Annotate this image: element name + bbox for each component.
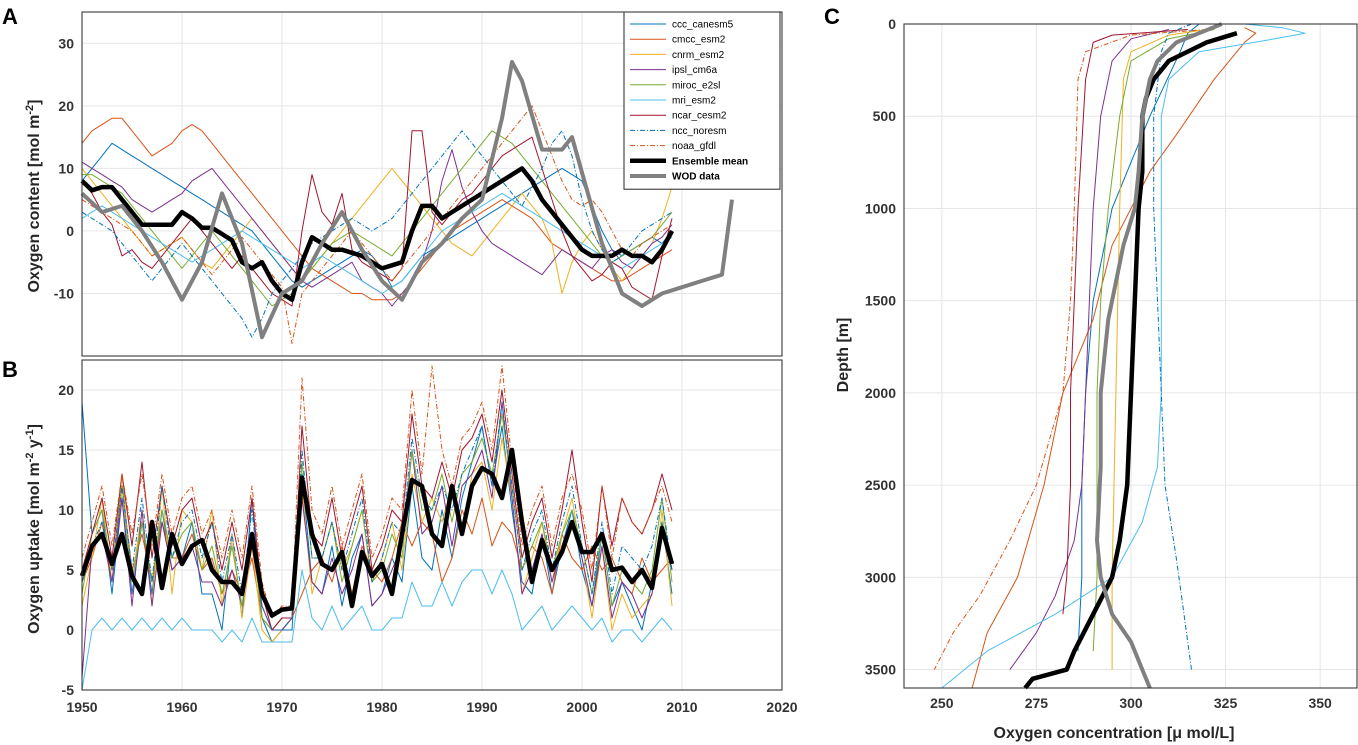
series-ipsl-cm6a-c <box>1009 29 1169 670</box>
legend-entry-wod-data: WOD data <box>672 172 720 183</box>
ylabel-a: Oxygen content [mol m-2] <box>24 100 43 293</box>
x-tick-label: 1960 <box>166 699 197 715</box>
axes-frame-a <box>81 11 783 357</box>
axes-frame-b <box>81 359 783 691</box>
y-tick-label: 0 <box>66 622 74 638</box>
ylabel-b: Oxygen uptake [mol m-2 y-1] <box>24 424 43 634</box>
y-tick-label: 15 <box>58 442 74 458</box>
panel-b: 1950 1960 1970 1980 1990 2000 2010 2020 -5 0 5 10 15… <box>58 359 798 715</box>
legend-entry-ipsl-cm6a: ipsl_cm6a <box>672 65 717 76</box>
series-ncc-noresm-b <box>81 401 673 631</box>
series-ncar-cesm2-b <box>81 389 673 631</box>
series-cnrm-esm2-c <box>1111 29 1207 670</box>
y-tick-label: 20 <box>58 382 74 398</box>
y-tick-label: -10 <box>54 285 74 301</box>
legend-entry-ncc-noresm: ncc_noresm <box>672 126 726 137</box>
series-ncc-noresm-a <box>81 130 673 338</box>
x-tick-label: 1970 <box>266 699 297 715</box>
legend-entry-cnrm-esm2: cnrm_esm2 <box>672 50 725 61</box>
legend-entry-mri-esm2: mri_esm2 <box>672 96 716 107</box>
x-tick-label: 1990 <box>466 699 497 715</box>
y-tick-label: 30 <box>58 35 74 51</box>
y-tick-label: 0 <box>66 223 74 239</box>
series-ensemble-mean-b <box>79 447 675 618</box>
series-ncar-cesm2-c <box>1062 29 1188 615</box>
series-ccc-canesm5-c <box>1077 23 1200 652</box>
y-tick-label: 3000 <box>865 569 896 585</box>
series-ncc-noresm-c <box>1153 23 1192 670</box>
series-miroc-e2sl-b <box>81 413 673 631</box>
x-tick-label: 1950 <box>66 699 97 715</box>
x-tick-label: 250 <box>930 695 954 711</box>
panel-label-a: A <box>2 4 18 29</box>
series-noaa-gfdl-b <box>81 365 673 619</box>
series-ensemble-mean-a <box>80 166 674 302</box>
y-tick-label: -5 <box>62 682 75 698</box>
series-mri-esm2-b <box>81 569 673 691</box>
panel-c: 250 275 300 325 3500500100015002000250030003… <box>865 16 1358 711</box>
series-wod-data-c <box>1095 22 1223 689</box>
y-tick-label: 5 <box>66 562 74 578</box>
series-noaa-gfdl-a <box>81 105 673 344</box>
series-miroc-e2sl-a <box>82 130 673 307</box>
y-tick-label: 1500 <box>865 293 896 309</box>
x-tick-label: 275 <box>1025 695 1049 711</box>
x-tick-label: 300 <box>1119 695 1143 711</box>
x-tick-label: 1980 <box>366 699 397 715</box>
legend-entry-ncar-cesm2: ncar_cesm2 <box>672 111 727 122</box>
y-tick-label: 2000 <box>865 385 896 401</box>
x-tick-label: 2020 <box>766 699 797 715</box>
y-tick-label: 2500 <box>865 477 896 493</box>
legend-entry-ccc-canesm5: ccc_canesm5 <box>672 20 734 31</box>
y-tick-label: 20 <box>58 98 74 114</box>
x-tick-label: 2000 <box>566 699 597 715</box>
xlabel-c: Oxygen concentration [μ mol/L] <box>994 725 1235 742</box>
legend-entry-ensemble-mean: Ensemble mean <box>672 156 748 167</box>
axes-frame-c <box>903 23 1358 689</box>
legend-entry-cmcc-esm2: cmcc_esm2 <box>672 35 726 46</box>
series-mri-esm2-c <box>941 23 1306 689</box>
x-tick-label: 2010 <box>666 699 697 715</box>
x-tick-label: 350 <box>1308 695 1332 711</box>
series-noaa-gfdl-c <box>933 29 1207 670</box>
y-tick-label: 10 <box>58 160 74 176</box>
series-ensemble-mean-c <box>1023 31 1238 690</box>
y-tick-label: 3500 <box>865 662 896 678</box>
ylabel-c: Depth [m] <box>835 318 852 393</box>
series-wod-data-a <box>80 60 734 340</box>
series-cmcc-esm2-c <box>971 27 1257 689</box>
y-tick-label: 1000 <box>865 200 896 216</box>
x-tick-label: 325 <box>1214 695 1238 711</box>
y-tick-label: 500 <box>873 108 897 124</box>
legend: ccc_canesm5 cmcc_esm2 cnrm_esm2 ipsl_cm6ami… <box>623 11 781 190</box>
y-tick-label: 10 <box>58 502 74 518</box>
panel-label-b: B <box>2 357 18 382</box>
legend-entry-noaa-gfdl: noaa_gfdl <box>672 141 716 152</box>
panel-label-c: C <box>824 4 840 29</box>
y-tick-label: 0 <box>888 16 896 32</box>
legend-entry-miroc-e2sl: miroc_e2sl <box>672 80 720 91</box>
